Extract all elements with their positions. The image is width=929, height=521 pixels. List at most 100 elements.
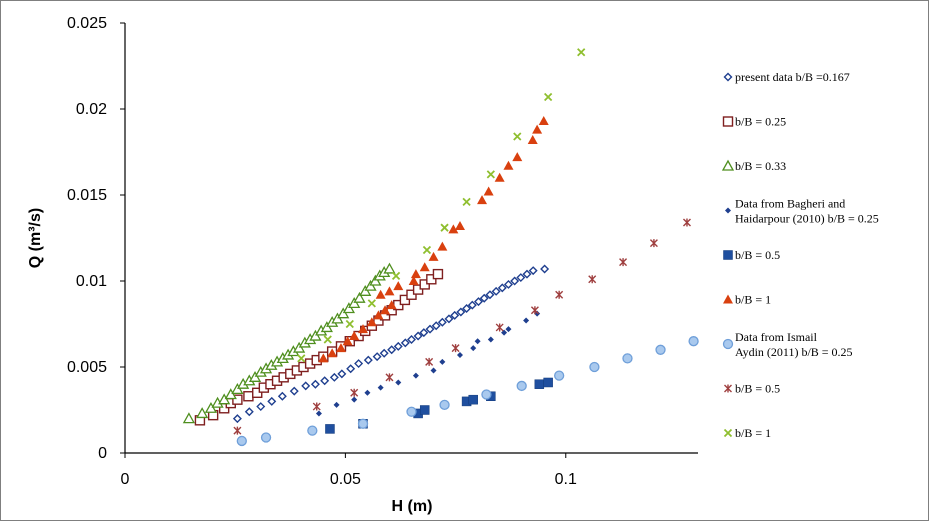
data-marks [182, 48, 699, 447]
data-point [320, 376, 330, 386]
data-point [527, 134, 538, 144]
data-point [364, 389, 371, 396]
data-point [342, 336, 353, 346]
data-point [428, 251, 439, 261]
data-point [419, 328, 429, 338]
series-group [182, 262, 396, 424]
data-point [477, 195, 488, 205]
legend-label: b/B = 0.33 [735, 159, 786, 173]
data-point [337, 369, 347, 379]
data-point [722, 116, 734, 127]
data-point [386, 300, 397, 310]
data-point [448, 224, 459, 234]
legend-label: b/B = 0.5 [735, 382, 780, 396]
data-point [451, 344, 460, 353]
data-point [333, 401, 340, 408]
data-point [393, 341, 403, 351]
y-tick-label: 0.025 [67, 15, 107, 32]
data-point [430, 367, 437, 374]
data-point [331, 312, 344, 324]
data-point [196, 407, 209, 419]
data-point [408, 276, 419, 285]
data-point [474, 338, 481, 345]
data-point [335, 343, 346, 353]
data-point [503, 160, 514, 170]
data-point [384, 286, 395, 296]
y-axis-label: Q (m³/s) [27, 208, 44, 268]
data-point [410, 269, 421, 279]
data-point [393, 281, 404, 291]
legend-label: b/B = 0.5 [735, 248, 780, 262]
data-point [589, 361, 600, 373]
data-point [369, 274, 382, 286]
data-point [723, 428, 733, 438]
data-point [204, 401, 218, 413]
data-point [323, 335, 332, 344]
data-point [454, 220, 465, 230]
legend-label: Data from Ismail Aydin (2011) b/B = 0.25 [735, 330, 853, 359]
legend-item: b/B = 0.33 [721, 159, 786, 173]
data-point [486, 170, 495, 179]
data-point [315, 410, 322, 417]
data-point [487, 336, 494, 343]
data-point [437, 241, 448, 251]
data-point [723, 72, 733, 82]
legend-label: b/B = 1 [735, 293, 771, 307]
series-group [318, 116, 549, 363]
data-point [530, 306, 539, 315]
data-point [503, 279, 513, 289]
legend-item: Data from Bagheri and Haidarpour (2010) b… [725, 197, 879, 226]
data-point [289, 386, 299, 396]
data-point [363, 355, 373, 365]
data-point [419, 262, 430, 272]
data-point [439, 399, 450, 410]
data-point [377, 384, 384, 391]
y-tick-label: 0 [98, 445, 107, 462]
legend-item: present data b/B =0.167 [723, 70, 850, 84]
data-point [385, 373, 394, 382]
data-point [236, 435, 247, 447]
data-point [510, 276, 520, 286]
data-point [682, 218, 691, 227]
data-point [301, 381, 311, 391]
data-point [470, 345, 477, 352]
data-point [544, 92, 553, 102]
data-point [540, 264, 550, 274]
data-point [721, 159, 735, 171]
legend-label: present data b/B =0.167 [735, 70, 850, 84]
data-point [292, 341, 306, 353]
data-point [688, 336, 699, 347]
data-point [439, 358, 446, 365]
y-tick-label: 0.015 [67, 187, 107, 204]
series-group [233, 218, 691, 435]
data-point [366, 317, 377, 327]
data-point [345, 319, 354, 329]
data-point [346, 364, 356, 374]
series-group [194, 268, 444, 426]
data-point [380, 305, 391, 315]
data-point [450, 310, 460, 320]
data-point [337, 307, 350, 319]
legend-item: Data from Ismail Aydin (2011) b/B = 0.25 [722, 330, 853, 359]
data-point [248, 370, 262, 382]
data-point [431, 321, 441, 331]
legend: present data b/B =0.167 b/B = 0.25 b/B = 0… [721, 70, 879, 440]
data-point [513, 132, 522, 141]
data-point [444, 314, 454, 324]
data-point [320, 321, 333, 333]
data-point [379, 348, 389, 358]
data-point [231, 383, 244, 395]
data-point [483, 186, 494, 196]
data-point [372, 352, 382, 362]
data-point [456, 307, 466, 317]
data-point [224, 388, 237, 400]
legend-label: Data from Bagheri and Haidarpour (2010) b… [735, 197, 879, 226]
data-point [655, 344, 666, 355]
legend-item: b/B = 0.25 [722, 115, 786, 129]
axes: 0 0.005 0.01 0.015 0.02 0.025 0 0.05 0.1 [67, 15, 698, 488]
data-point [649, 239, 658, 248]
data-point [325, 424, 335, 434]
data-point [387, 345, 397, 355]
